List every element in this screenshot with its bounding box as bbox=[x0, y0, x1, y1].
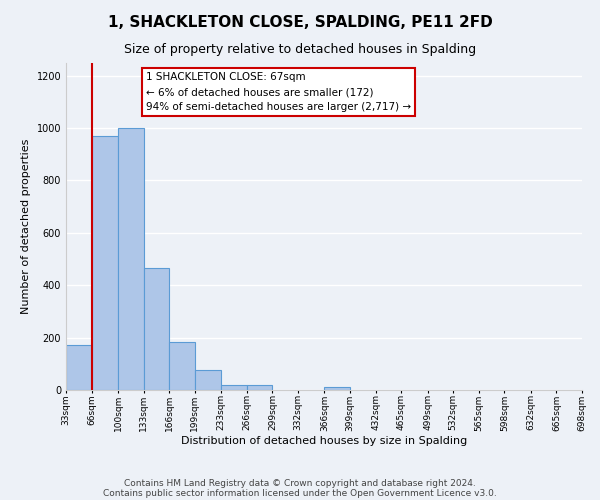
Bar bbox=[169, 342, 195, 390]
Bar bbox=[66, 346, 92, 390]
Y-axis label: Number of detached properties: Number of detached properties bbox=[21, 138, 31, 314]
Bar bbox=[92, 136, 118, 390]
Bar bbox=[325, 388, 350, 390]
Bar bbox=[118, 128, 143, 390]
Bar bbox=[143, 268, 169, 390]
Text: Size of property relative to detached houses in Spalding: Size of property relative to detached ho… bbox=[124, 42, 476, 56]
Bar bbox=[195, 370, 221, 390]
Text: 1, SHACKLETON CLOSE, SPALDING, PE11 2FD: 1, SHACKLETON CLOSE, SPALDING, PE11 2FD bbox=[107, 15, 493, 30]
Bar bbox=[221, 385, 247, 390]
Text: Contains HM Land Registry data © Crown copyright and database right 2024.: Contains HM Land Registry data © Crown c… bbox=[124, 478, 476, 488]
Text: 1 SHACKLETON CLOSE: 67sqm
← 6% of detached houses are smaller (172)
94% of semi-: 1 SHACKLETON CLOSE: 67sqm ← 6% of detach… bbox=[146, 72, 411, 112]
Text: Contains public sector information licensed under the Open Government Licence v3: Contains public sector information licen… bbox=[103, 488, 497, 498]
Bar bbox=[247, 385, 272, 390]
X-axis label: Distribution of detached houses by size in Spalding: Distribution of detached houses by size … bbox=[181, 436, 467, 446]
